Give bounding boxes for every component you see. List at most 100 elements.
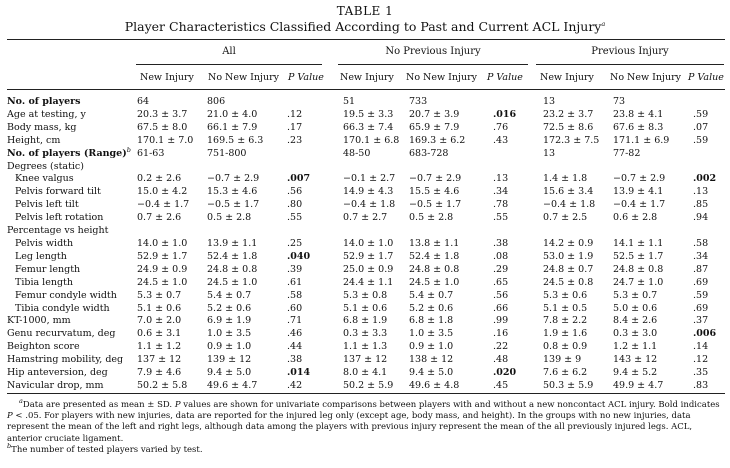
cell-noprev-p-value: .48 bbox=[493, 354, 509, 366]
cell-noprev-no-new-injury: −0.7 ± 2.9 bbox=[409, 173, 462, 185]
row-label: Hamstring mobility, deg bbox=[7, 354, 124, 366]
cell-noprev-new-injury: 170.1 ± 6.8 bbox=[343, 134, 400, 146]
cell-noprev-no-new-injury: 0.5 ± 2.8 bbox=[409, 212, 454, 224]
cell-noprev-new-injury: 137 ± 12 bbox=[343, 354, 388, 366]
cell-all-new-injury: 1.1 ± 1.2 bbox=[137, 341, 182, 353]
cell-all-p-value bbox=[287, 96, 343, 109]
cell-prev-p-value: .006 bbox=[693, 328, 717, 340]
cell-prev-no-new-injury: 171.1 ± 6.9 bbox=[613, 134, 670, 146]
cell-all-new-injury: 15.0 ± 4.2 bbox=[137, 186, 188, 198]
cell-noprev-no-new-injury bbox=[409, 161, 493, 174]
cell-prev-new-injury: 50.3 ± 5.9 bbox=[543, 379, 594, 391]
cell-prev-new-injury: 172.3 ± 7.5 bbox=[543, 134, 600, 146]
cell-all-p-value: .39 bbox=[287, 263, 303, 275]
cell-all-new-injury: 7.0 ± 2.0 bbox=[137, 315, 182, 327]
cell-all-no-new-injury: 169.5 ± 6.3 bbox=[207, 134, 264, 146]
cell-all-no-new-injury: −0.5 ± 1.7 bbox=[207, 199, 260, 211]
cell-noprev-no-new-injury: 13.8 ± 1.1 bbox=[409, 237, 460, 249]
subheader-noprev-new-injury: New Injury bbox=[340, 72, 394, 83]
cell-prev-p-value bbox=[693, 148, 725, 161]
cell-prev-new-injury: 15.6 ± 3.4 bbox=[543, 186, 594, 198]
cell-prev-new-injury: 5.3 ± 0.6 bbox=[543, 289, 588, 301]
cell-prev-no-new-injury: 67.6 ± 8.3 bbox=[613, 121, 664, 133]
table-row: Tibia length 24.5 ± 1.0 24.5 ± 1.0 .61 24.4 … bbox=[7, 277, 725, 290]
cell-prev-new-injury bbox=[543, 225, 613, 238]
cell-noprev-no-new-injury: 169.3 ± 6.2 bbox=[409, 134, 466, 146]
cell-prev-new-injury: 53.0 ± 1.9 bbox=[543, 250, 594, 262]
cell-prev-new-injury: 1.9 ± 1.6 bbox=[543, 328, 588, 340]
cell-prev-new-injury: 13 bbox=[543, 147, 556, 159]
cell-prev-new-injury: 23.2 ± 3.7 bbox=[543, 108, 594, 120]
row-label: Genu recurvatum, deg bbox=[7, 328, 116, 340]
cell-prev-new-injury: 7.6 ± 6.2 bbox=[543, 367, 588, 379]
cell-all-p-value: .80 bbox=[287, 199, 303, 211]
group-rule-previous bbox=[536, 64, 724, 65]
subheader-all-p-value: P Value bbox=[288, 72, 324, 83]
cell-noprev-p-value: .43 bbox=[493, 134, 509, 146]
cell-noprev-p-value bbox=[493, 96, 543, 109]
cell-prev-no-new-injury: 24.7 ± 1.0 bbox=[613, 276, 664, 288]
cell-noprev-p-value: .45 bbox=[493, 379, 509, 391]
cell-prev-p-value: .58 bbox=[693, 237, 709, 249]
cell-all-new-injury: 14.0 ± 1.0 bbox=[137, 237, 188, 249]
player-characteristics-table: No. of players 64 806 51 733 13 73 Age at testi… bbox=[7, 96, 725, 393]
cell-prev-no-new-injury: 13.9 ± 4.1 bbox=[613, 186, 664, 198]
cell-prev-no-new-injury: −0.4 ± 1.7 bbox=[613, 199, 666, 211]
table-row: KT-1000, mm 7.0 ± 2.0 6.9 ± 1.9 .71 6.8 ± 1.… bbox=[7, 315, 725, 328]
cell-noprev-p-value: .65 bbox=[493, 276, 509, 288]
cell-prev-no-new-injury: 1.2 ± 1.1 bbox=[613, 341, 658, 353]
row-label: Pelvis left tilt bbox=[15, 199, 79, 211]
cell-all-no-new-injury: 751-800 bbox=[207, 147, 247, 159]
cell-all-no-new-injury bbox=[207, 225, 287, 238]
cell-all-no-new-injury: 5.2 ± 0.6 bbox=[207, 302, 252, 314]
row-label: Height, cm bbox=[7, 134, 61, 146]
cell-prev-p-value bbox=[693, 96, 725, 109]
cell-noprev-no-new-injury: 15.5 ± 4.6 bbox=[409, 186, 460, 198]
cell-noprev-p-value: .34 bbox=[493, 186, 509, 198]
cell-all-no-new-injury: 52.4 ± 1.8 bbox=[207, 250, 258, 262]
cell-all-new-injury: 64 bbox=[137, 96, 150, 107]
cell-prev-p-value: .94 bbox=[693, 212, 709, 224]
cell-prev-new-injury: 139 ± 9 bbox=[543, 354, 582, 366]
row-label: Pelvis forward tilt bbox=[15, 186, 101, 198]
cell-noprev-new-injury: 52.9 ± 1.7 bbox=[343, 250, 394, 262]
subheader-noprev-p-value: P Value bbox=[487, 72, 523, 83]
table-number: TABLE 1 bbox=[336, 4, 394, 18]
cell-noprev-p-value: .020 bbox=[493, 367, 517, 379]
cell-all-p-value: .040 bbox=[287, 250, 311, 262]
cell-noprev-p-value: .29 bbox=[493, 263, 509, 275]
cell-prev-no-new-injury: −0.7 ± 2.9 bbox=[613, 173, 666, 185]
cell-prev-no-new-injury: 52.5 ± 1.7 bbox=[613, 250, 664, 262]
cell-all-new-injury: 0.6 ± 3.1 bbox=[137, 328, 182, 340]
cell-all-p-value: .17 bbox=[287, 121, 303, 133]
row-label: KT-1000, mm bbox=[7, 315, 71, 327]
cell-prev-p-value: .69 bbox=[693, 302, 709, 314]
cell-noprev-p-value bbox=[493, 225, 543, 238]
table-row: Beighton score 1.1 ± 1.2 0.9 ± 1.0 .44 1.1 ±… bbox=[7, 341, 725, 354]
cell-all-no-new-injury: 13.9 ± 1.1 bbox=[207, 237, 258, 249]
cell-noprev-new-injury: 14.0 ± 1.0 bbox=[343, 237, 394, 249]
cell-noprev-p-value: .38 bbox=[493, 237, 509, 249]
row-label: Tibia condyle width bbox=[15, 302, 110, 314]
group-header-previous-injury: Previous Injury bbox=[591, 46, 669, 57]
table-row: Pelvis left rotation 0.7 ± 2.6 0.5 ± 2.8 .5… bbox=[7, 212, 725, 225]
cell-all-no-new-injury: −0.7 ± 2.9 bbox=[207, 173, 260, 185]
cell-noprev-no-new-injury: 20.7 ± 3.9 bbox=[409, 108, 460, 120]
cell-noprev-p-value bbox=[493, 148, 543, 161]
cell-all-new-injury: 7.9 ± 4.6 bbox=[137, 367, 182, 379]
cell-noprev-p-value: .13 bbox=[493, 173, 509, 185]
subheader-noprev-no-new-injury: No New Injury bbox=[406, 72, 477, 83]
cell-all-new-injury bbox=[137, 161, 207, 174]
cell-all-new-injury: 24.9 ± 0.9 bbox=[137, 263, 188, 275]
cell-prev-p-value: .85 bbox=[693, 199, 709, 211]
cell-noprev-new-injury: 48-50 bbox=[343, 147, 371, 159]
row-label: Body mass, kg bbox=[7, 121, 77, 133]
cell-noprev-no-new-injury: 1.0 ± 3.5 bbox=[409, 328, 454, 340]
cell-all-new-injury: −0.4 ± 1.7 bbox=[137, 199, 190, 211]
footnote-a: aData are presented as mean ± SD. P valu… bbox=[7, 397, 720, 444]
table-row: Knee valgus 0.2 ± 2.6 −0.7 ± 2.9 .007 −0.1 ±… bbox=[7, 173, 725, 186]
cell-all-p-value: .23 bbox=[287, 134, 303, 146]
row-label: No. of players bbox=[7, 96, 81, 107]
cell-all-p-value bbox=[287, 148, 343, 161]
table-row: Femur condyle width 5.3 ± 0.7 5.4 ± 0.7 .58… bbox=[7, 290, 725, 303]
